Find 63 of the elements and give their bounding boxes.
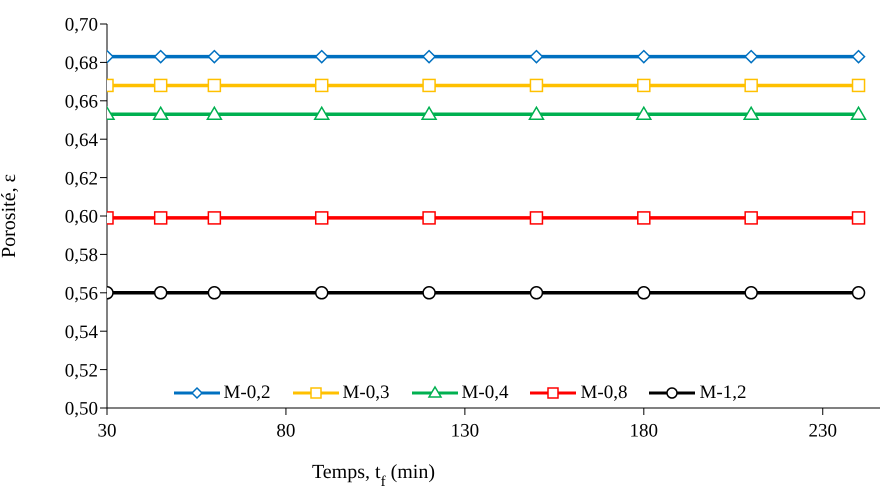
legend-label: M-0,8 [580,382,628,404]
point [314,211,328,225]
y-tick-label: 0,54 [64,322,98,343]
point [852,286,866,300]
point [637,286,651,300]
point [422,78,436,92]
point [314,50,328,64]
point [850,106,866,120]
point [314,78,328,92]
y-tick-label: 0,68 [64,53,98,74]
point [314,106,330,120]
point [154,78,168,92]
y-tick-label: 0,70 [64,14,98,36]
x-tick-label: 230 [808,420,837,442]
point [744,50,758,64]
x-tick-label: 30 [98,420,116,442]
y-tick-label: 0,52 [64,360,98,382]
y-tick-label: 0,62 [64,168,98,190]
point [422,211,436,225]
point [852,50,866,64]
point [744,211,758,225]
point [422,286,436,300]
point [744,78,758,92]
x-tick-label: 180 [630,420,658,442]
point [743,106,759,120]
y-tick-label: 0,66 [64,92,98,113]
y-tick-label: 0,58 [64,245,98,266]
point [154,50,168,64]
point [530,78,544,92]
legend-label: M-0,4 [462,382,508,404]
y-tick-label: 0,56 [64,284,98,305]
point [852,211,866,225]
x-tick-label: 80 [276,420,296,442]
y-tick-label: 0,50 [64,398,98,420]
point [208,50,222,64]
point [530,211,544,225]
point [852,78,866,92]
point [154,211,168,225]
point [528,106,544,120]
y-tick-label: 0,60 [64,206,98,228]
point [637,50,651,64]
legend-label: M-1,2 [699,382,746,404]
point [314,286,328,300]
legend-label: M-0,2 [224,382,271,404]
point [208,211,222,225]
point [636,106,652,120]
x-tick-label: 130 [450,420,480,442]
point [637,78,651,92]
point [154,286,168,300]
point [530,286,544,300]
point [208,286,222,300]
point [530,50,544,64]
y-tick-label: 0,64 [64,130,98,151]
point [208,78,222,92]
point [744,286,758,300]
y-axis-title: Porosité, ε [0,174,20,258]
point [152,106,168,120]
x-axis-title: Temps, t$_{f}$ (min) [312,461,436,490]
legend-label: M-0,3 [342,382,390,404]
point [637,211,651,225]
point [421,106,437,120]
point [206,106,222,120]
point [422,50,436,64]
